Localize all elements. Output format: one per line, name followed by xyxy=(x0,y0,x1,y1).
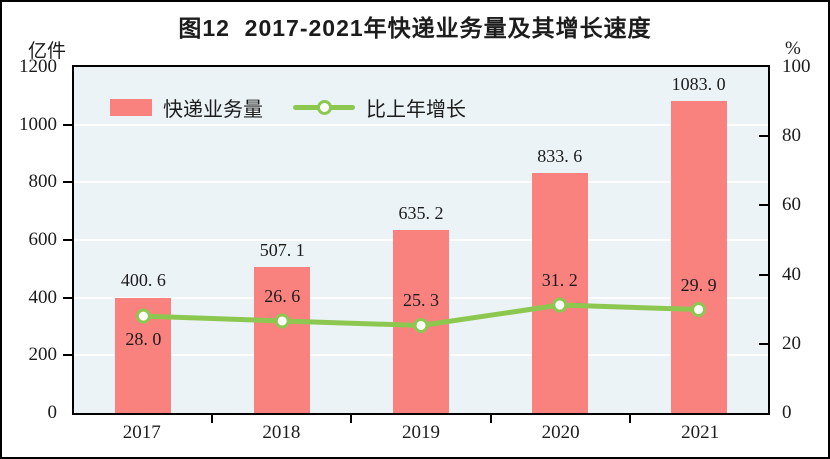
left-axis-label-600: 600 xyxy=(28,229,58,250)
left-axis-label-1000: 1000 xyxy=(19,113,57,135)
left-axis-label-0: 0 xyxy=(47,402,58,423)
legend: 快递业务量 比上年增长 xyxy=(110,93,466,122)
x-axis-label-2020: 2020 xyxy=(541,422,580,443)
bar-2020 xyxy=(531,172,588,413)
gridline-1000 xyxy=(74,123,768,126)
x-axis-label-2019: 2019 xyxy=(401,422,440,443)
legend-bar-swatch-icon xyxy=(110,99,152,116)
x-axis-label-2018: 2018 xyxy=(262,422,301,443)
left-axis-tick-600 xyxy=(63,239,72,241)
growth-marker-2017 xyxy=(135,308,151,324)
bar-value-label-2017: 400. 6 xyxy=(120,270,166,291)
x-axis-tick-2 xyxy=(350,415,353,423)
left-axis-tick-400 xyxy=(63,296,72,299)
right-axis-label-0: 0 xyxy=(782,402,792,423)
bar-value-label-2021: 1083. 0 xyxy=(671,73,726,94)
left-axis-tick-800 xyxy=(63,181,72,184)
bar-value-label-2019: 635. 2 xyxy=(398,202,444,223)
legend-line-sample-icon xyxy=(293,99,355,116)
plot-area: 400. 6 507. 1 635. 2 833. 6 1083. 0 28. 0 26. … xyxy=(72,65,770,415)
x-axis-tick-4 xyxy=(629,415,632,423)
x-axis-label-2017: 2017 xyxy=(122,422,161,443)
growth-value-label-2018: 26. 6 xyxy=(264,285,301,306)
growth-marker-2019 xyxy=(413,317,429,333)
right-axis-tick-60 xyxy=(759,204,768,207)
growth-value-label-2017: 28. 0 xyxy=(125,329,162,350)
legend-item-bar: 快递业务量 xyxy=(110,93,263,122)
bar-value-label-2020: 833. 6 xyxy=(537,145,583,166)
growth-marker-2020 xyxy=(552,297,568,313)
x-axis-label-2021: 2021 xyxy=(681,422,720,443)
left-axis-unit: 亿件 xyxy=(28,41,67,62)
right-axis-labels: 0 20 40 60 80 100 xyxy=(772,56,828,423)
right-axis-label-40: 40 xyxy=(782,263,801,285)
growth-value-label-2020: 31. 2 xyxy=(541,270,578,291)
left-axis-label-200: 200 xyxy=(28,344,58,366)
right-axis-tick-80 xyxy=(759,135,768,138)
left-axis-label-400: 400 xyxy=(28,286,58,308)
right-axis-label-80: 80 xyxy=(782,125,801,147)
right-axis-label-60: 60 xyxy=(782,194,801,216)
growth-marker-2021 xyxy=(691,302,707,318)
growth-value-label-2021: 29. 9 xyxy=(680,274,717,295)
bar-2018 xyxy=(254,266,311,413)
growth-value-label-2019: 25. 3 xyxy=(403,290,439,311)
gridline-800 xyxy=(74,181,768,184)
left-axis-labels: 0 200 400 600 800 1000 1200 xyxy=(2,56,64,423)
chart-title: 图12 2017-2021年快递业务量及其增长速度 xyxy=(178,15,652,41)
x-axis-tick-3 xyxy=(489,415,492,423)
growth-marker-2018 xyxy=(274,313,290,329)
left-axis-label-800: 800 xyxy=(28,171,58,193)
x-axis-labels: 2017 2018 2019 2020 2021 xyxy=(72,422,770,444)
bar-value-label-2018: 507. 1 xyxy=(259,239,305,260)
legend-bar-label: 快递业务量 xyxy=(163,99,263,121)
left-axis-tick-200 xyxy=(63,354,72,357)
growth-line xyxy=(135,297,707,333)
left-axis-tick-1000 xyxy=(63,123,72,126)
right-axis-label-100: 100 xyxy=(782,56,811,77)
right-axis-tick-40 xyxy=(759,273,768,276)
right-axis-tick-20 xyxy=(759,342,768,345)
left-axis-label-1200: 1200 xyxy=(19,56,57,77)
right-axis-label-20: 20 xyxy=(782,332,801,354)
legend-item-line: 比上年增长 xyxy=(293,93,466,122)
right-axis-unit: % xyxy=(785,38,801,59)
x-axis-tick-1 xyxy=(210,415,213,423)
legend-line-label: 比上年增长 xyxy=(366,99,466,121)
bar-2021 xyxy=(670,100,727,413)
